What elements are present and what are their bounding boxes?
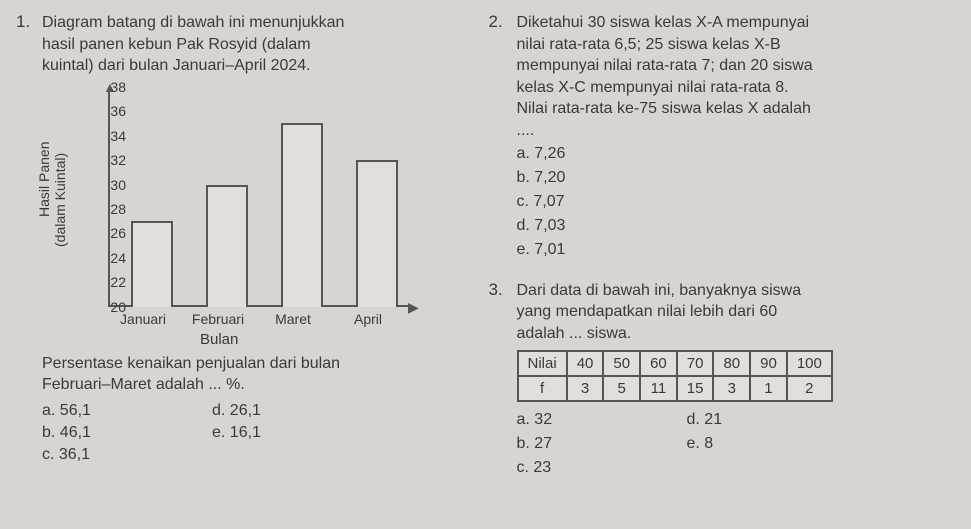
q2-line5: Nilai rata-rata ke-75 siswa kelas X adal… <box>517 98 954 120</box>
x-axis-arrow-icon: ▶ <box>408 299 419 316</box>
q1-option-d: d. 26,1 <box>212 400 382 422</box>
table-freq-5: 1 <box>750 376 787 401</box>
chart-bar <box>206 185 248 307</box>
question-2: 2. Diketahui 30 siswa kelas X-A mempunya… <box>495 12 954 262</box>
q3-option-a: a. 32 <box>517 408 687 432</box>
q3-data-table: Nilai 40 50 60 70 80 90 100 f 3 5 11 15 … <box>517 350 833 402</box>
table-col-3: 70 <box>677 351 714 376</box>
q2-option-a: a. 7,26 <box>517 142 954 166</box>
q2-line3: mempunyai nilai rata-rata 7; dan 20 sisw… <box>517 55 954 77</box>
chart-ylabel-1: Hasil Panen <box>36 141 52 217</box>
table-row-header: Nilai 40 50 60 70 80 90 100 <box>518 351 832 376</box>
table-row-freq: f 3 5 11 15 3 1 2 <box>518 376 832 401</box>
chart-xcategory: Januari <box>110 311 176 327</box>
q1-sub-line1: Persentase kenaikan penjualan dari bulan <box>42 353 477 375</box>
table-col-1: 50 <box>603 351 640 376</box>
q1-option-c: c. 36,1 <box>42 444 212 466</box>
q3-number: 3. <box>489 280 503 300</box>
q3-option-c: c. 23 <box>517 456 687 480</box>
question-3: 3. Dari data di bawah ini, banyaknya sis… <box>495 280 954 481</box>
chart-ytick: 38 <box>86 79 126 95</box>
q1-option-b: b. 46,1 <box>42 422 212 444</box>
q1-option-e: e. 16,1 <box>212 422 382 444</box>
chart-ytick: 24 <box>86 250 126 266</box>
q1-option-a: a. 56,1 <box>42 400 212 422</box>
table-freq-0: 3 <box>567 376 604 401</box>
table-col-5: 90 <box>750 351 787 376</box>
q2-line2: nilai rata-rata 6,5; 25 siswa kelas X-B <box>517 34 954 56</box>
chart-xcategory: April <box>335 311 401 327</box>
q2-text: Diketahui 30 siswa kelas X-A mempunyai n… <box>517 12 954 142</box>
q1-line1: Diagram batang di bawah ini menunjukkan <box>42 12 477 34</box>
chart-ytick: 22 <box>86 274 126 290</box>
chart-bar <box>131 221 173 307</box>
table-col-2: 60 <box>640 351 677 376</box>
chart-ylabel-2: (dalam Kuintal) <box>52 153 68 247</box>
q2-option-c: c. 7,07 <box>517 190 954 214</box>
q3-option-e: e. 8 <box>687 432 857 456</box>
worksheet-page: 1. Diagram batang di bawah ini menunjukk… <box>18 12 953 480</box>
column-left: 1. Diagram batang di bawah ini menunjukk… <box>18 12 477 480</box>
q1-number: 1. <box>16 12 30 32</box>
q3-text: Dari data di bawah ini, banyaknya siswa … <box>517 280 954 345</box>
q3-option-b: b. 27 <box>517 432 687 456</box>
q1-subquestion: Persentase kenaikan penjualan dari bulan… <box>42 353 477 396</box>
q2-options: a. 7,26 b. 7,20 c. 7,07 d. 7,03 e. 7,01 <box>517 142 954 262</box>
table-freq-1: 5 <box>603 376 640 401</box>
table-col-6: 100 <box>787 351 832 376</box>
q1-options: a. 56,1 d. 26,1 b. 46,1 e. 16,1 c. 36,1 <box>42 400 477 466</box>
q2-line4: kelas X-C mempunyai nilai rata-rata 8. <box>517 77 954 99</box>
q3-line3: adalah ... siswa. <box>517 323 954 345</box>
table-freq-2: 11 <box>640 376 677 401</box>
q2-number: 2. <box>489 12 503 32</box>
chart-ytick: 28 <box>86 201 126 217</box>
q2-option-e: e. 7,01 <box>517 238 954 262</box>
q1-line2: hasil panen kebun Pak Rosyid (dalam <box>42 34 477 56</box>
chart-ytick: 26 <box>86 225 126 241</box>
chart-xcategory: Februari <box>185 311 251 327</box>
table-col-4: 80 <box>713 351 750 376</box>
q3-line2: yang mendapatkan nilai lebih dari 60 <box>517 301 954 323</box>
q3-option-d: d. 21 <box>687 408 857 432</box>
chart-ytick: 32 <box>86 152 126 168</box>
table-freq-label: f <box>518 376 567 401</box>
chart-xcategory: Maret <box>260 311 326 327</box>
chart-ytick: 36 <box>86 103 126 119</box>
q2-option-b: b. 7,20 <box>517 166 954 190</box>
chart-ytick: 30 <box>86 177 126 193</box>
q2-option-d: d. 7,03 <box>517 214 954 238</box>
chart-xlabel: Bulan <box>200 331 238 348</box>
chart-bar <box>356 160 398 307</box>
table-freq-4: 3 <box>713 376 750 401</box>
table-header-label: Nilai <box>518 351 567 376</box>
column-right: 2. Diketahui 30 siswa kelas X-A mempunya… <box>495 12 954 480</box>
q3-options: a. 32 b. 27 c. 23 d. 21 e. 8 <box>517 408 954 480</box>
q2-line1: Diketahui 30 siswa kelas X-A mempunyai <box>517 12 954 34</box>
chart-bar <box>281 123 323 306</box>
q1-bar-chart: Hasil Panen (dalam Kuintal) ▲ ▶ Bulan 20… <box>50 87 430 347</box>
q1-sub-line2: Februari–Maret adalah ... %. <box>42 374 477 396</box>
q1-line3: kuintal) dari bulan Januari–April 2024. <box>42 55 477 77</box>
q1-text: Diagram batang di bawah ini menunjukkan … <box>42 12 477 77</box>
table-freq-3: 15 <box>677 376 714 401</box>
chart-ytick: 34 <box>86 128 126 144</box>
q2-line6: .... <box>517 120 954 142</box>
table-freq-6: 2 <box>787 376 832 401</box>
table-col-0: 40 <box>567 351 604 376</box>
q3-line1: Dari data di bawah ini, banyaknya siswa <box>517 280 954 302</box>
